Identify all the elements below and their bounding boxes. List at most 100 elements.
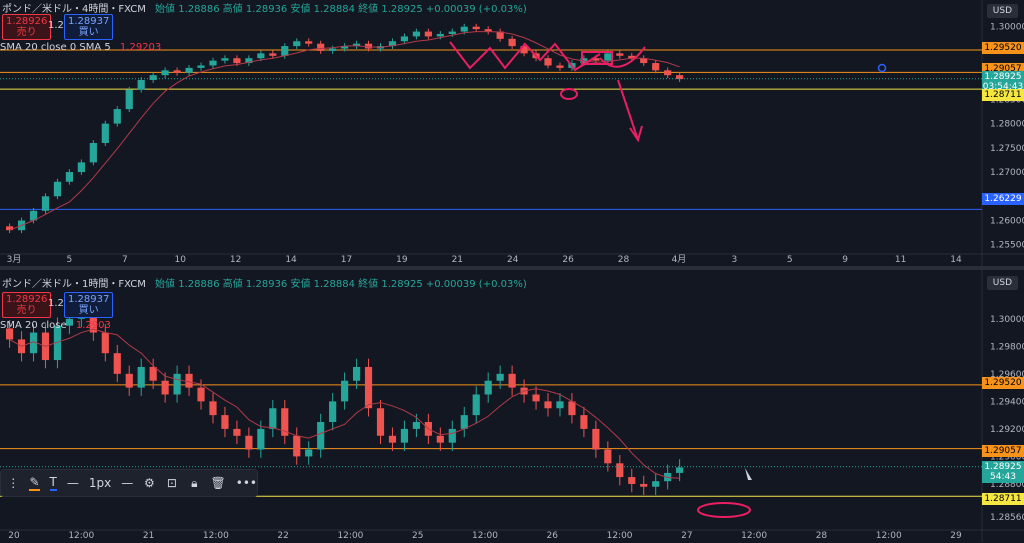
candle-body xyxy=(257,53,265,59)
y-tick-label: 1.29000 xyxy=(990,452,1024,462)
level-tag: 1.28711 xyxy=(982,89,1024,101)
candle-body xyxy=(6,328,14,340)
candle-body xyxy=(616,53,624,56)
candle-body xyxy=(281,408,289,436)
candle-body xyxy=(149,75,157,81)
level-tag: 1.29057 xyxy=(982,445,1024,457)
pen-color-button[interactable]: ✎ xyxy=(29,475,40,491)
x-tick-label: 29 xyxy=(950,531,962,541)
x-tick-label: 28 xyxy=(618,255,630,265)
candle-body xyxy=(436,435,444,443)
candle-body xyxy=(496,31,504,39)
candle-body xyxy=(173,70,181,73)
candle-body xyxy=(305,41,313,44)
chart-header: ポンド／米ドル・4時間・FXCM 始値 1.28886 高値 1.28936 安… xyxy=(2,0,527,15)
currency-selector[interactable]: USD xyxy=(986,276,1018,290)
candle-body xyxy=(400,36,409,42)
candle-body xyxy=(424,31,432,37)
candle-body xyxy=(317,43,325,51)
drag-handle-icon[interactable]: ⋮ xyxy=(7,476,20,490)
indicator-value: 1.29203 xyxy=(119,42,162,53)
text-color-button[interactable]: T xyxy=(49,475,57,491)
indicator-name: SMA 20 close 0 SMA 5 xyxy=(0,42,111,53)
indicator-legend[interactable]: SMA 20 close 0 SMA 5 1.29203 xyxy=(0,42,161,53)
drawn-up-arrow xyxy=(599,46,646,68)
level-tag: 1.29520 xyxy=(982,377,1024,389)
candle-body xyxy=(341,380,349,402)
x-tick-label: 12:00 xyxy=(337,531,363,541)
template-icon[interactable]: ⊡ xyxy=(166,476,177,490)
candle-body xyxy=(185,67,193,73)
line-dash-button[interactable]: — xyxy=(121,476,134,490)
line-style-button[interactable]: — xyxy=(66,476,79,490)
x-tick-label: 21 xyxy=(452,255,463,265)
indicator-legend[interactable]: SMA 20 close 1.2903 xyxy=(0,320,111,331)
x-tick-label: 5 xyxy=(787,255,793,265)
y-tick-label: 1.28800 xyxy=(990,480,1024,490)
x-tick-label: 12:00 xyxy=(68,531,94,541)
candle-body xyxy=(652,481,660,487)
candle-body xyxy=(53,325,62,361)
sma-line xyxy=(9,31,680,231)
candle-body xyxy=(173,373,181,395)
x-tick-label: 3 xyxy=(731,255,737,265)
x-tick-label: 7 xyxy=(122,255,128,265)
candle-body xyxy=(352,43,361,47)
x-tick-label: 26 xyxy=(547,531,559,541)
x-tick-label: 19 xyxy=(396,255,408,265)
sell-button[interactable]: 1.28926 売り xyxy=(2,14,52,40)
chart-pane-4h[interactable]: 1.300001.295001.290001.285001.280001.275… xyxy=(0,0,1024,266)
buy-button[interactable]: 1.28937 買い xyxy=(64,14,114,40)
candle-body xyxy=(520,46,528,54)
sell-button[interactable]: 1.28926 売り xyxy=(2,292,52,318)
drawn-box xyxy=(581,51,613,65)
candle-body xyxy=(544,58,552,66)
pane-divider[interactable] xyxy=(0,266,1024,270)
y-tick-label: 1.27500 xyxy=(990,144,1024,154)
y-tick-label: 1.29200 xyxy=(990,425,1024,435)
drawn-down-arrow xyxy=(617,79,643,143)
candle-body xyxy=(496,373,504,381)
candle-body xyxy=(556,65,564,68)
candle-body xyxy=(185,373,193,388)
candle-body xyxy=(628,477,636,484)
candle-body xyxy=(412,422,420,429)
candlestick-chart-1h[interactable]: 1.30000 1.29800 1.29600 1.29400 1.29200 1.290… xyxy=(0,270,1024,543)
x-tick-label: 12:00 xyxy=(607,531,633,541)
alert-marker xyxy=(877,63,887,73)
x-tick-label: 14 xyxy=(285,255,297,265)
level-tag: 1.26229 xyxy=(982,193,1024,205)
y-tick-label: 1.25500 xyxy=(990,241,1024,251)
y-tick-label: 1.29800 xyxy=(990,342,1024,352)
lock-icon[interactable]: 🔒︎ xyxy=(191,475,198,490)
trash-icon[interactable]: 🗑︎ xyxy=(210,476,226,490)
candle-body xyxy=(6,226,14,231)
candle-body xyxy=(604,53,612,61)
ohlc-readout: 始値 1.28886 高値 1.28936 安値 1.28884 終値 1.28… xyxy=(155,4,527,15)
drawn-circle xyxy=(560,88,578,100)
level-tag: 1.29520 xyxy=(982,42,1024,54)
x-tick-label: 24 xyxy=(507,255,519,265)
settings-icon[interactable]: ⚙ xyxy=(144,476,155,490)
candle-body xyxy=(29,332,38,354)
line-width-button[interactable]: 1px xyxy=(88,476,112,490)
candle-body xyxy=(329,401,337,423)
buy-button[interactable]: 1.28937 買い xyxy=(64,292,114,318)
candle-body xyxy=(592,428,600,450)
candle-body xyxy=(436,33,444,37)
candlestick-chart-4h[interactable]: 1.300001.295001.290001.285001.280001.275… xyxy=(0,0,1024,266)
candle-body xyxy=(628,55,636,59)
indicator-name: SMA 20 close xyxy=(0,320,67,331)
candle-body xyxy=(532,394,540,402)
currency-selector[interactable]: USD xyxy=(986,4,1018,18)
candle-body xyxy=(640,483,648,487)
candle-body xyxy=(592,58,600,61)
more-options-button[interactable]: ••• xyxy=(235,476,257,490)
candle-body xyxy=(472,394,480,416)
candle-body xyxy=(388,41,397,47)
candle-body xyxy=(472,26,480,30)
x-tick-label: 11 xyxy=(895,255,906,265)
chart-pane-1h[interactable]: 1.30000 1.29800 1.29600 1.29400 1.29200 1.290… xyxy=(0,270,1024,543)
candle-body xyxy=(388,435,397,443)
candle-body xyxy=(484,380,492,395)
